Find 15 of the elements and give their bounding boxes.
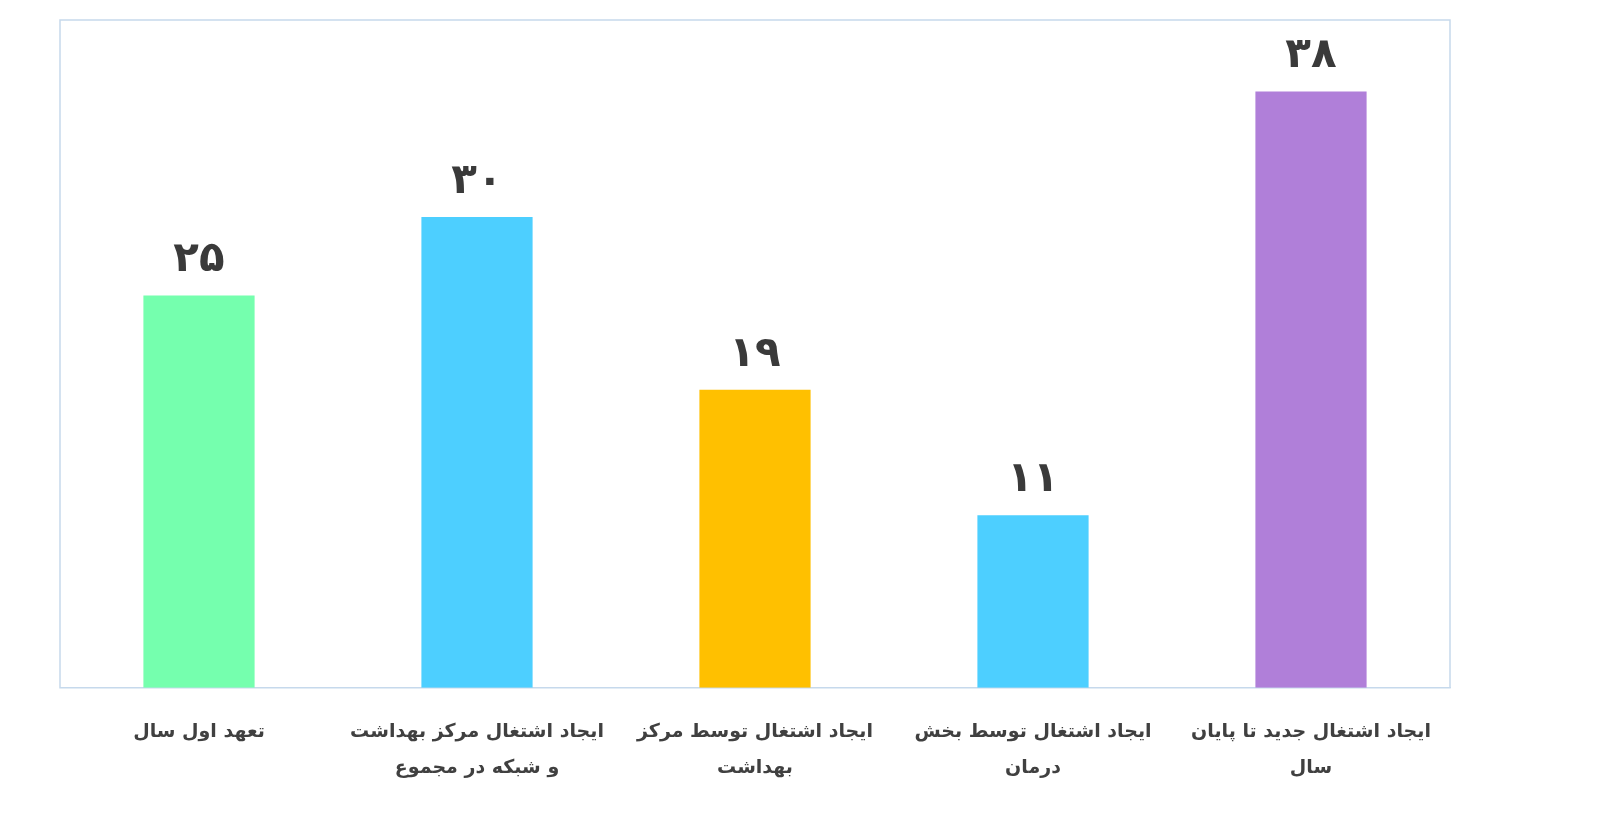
data-label: ۳۰: [451, 153, 503, 203]
data-label: ۳۸: [1285, 28, 1337, 78]
bar: [421, 217, 533, 688]
bar: [699, 389, 811, 688]
x-tick-label: ایجاد اشتغال جدید تا پایان سال: [1191, 718, 1431, 777]
data-label: ۱۱: [1007, 452, 1059, 502]
bar: [977, 515, 1089, 688]
data-label: ۲۵: [173, 232, 225, 282]
x-tick-label: ایجاد اشتغال مرکز بهداشت و شبکه در مجموع: [350, 718, 604, 778]
x-tick-label: ایجاد اشتغال توسط مرکز بهداشت: [636, 718, 873, 778]
bar: [1255, 91, 1367, 688]
x-tick-label: ایجاد اشتغال توسط بخش درمان: [914, 718, 1152, 778]
data-label: ۱۹: [729, 326, 781, 376]
bar: [143, 295, 255, 688]
x-tick-label: تعهد اول سال: [133, 718, 265, 742]
